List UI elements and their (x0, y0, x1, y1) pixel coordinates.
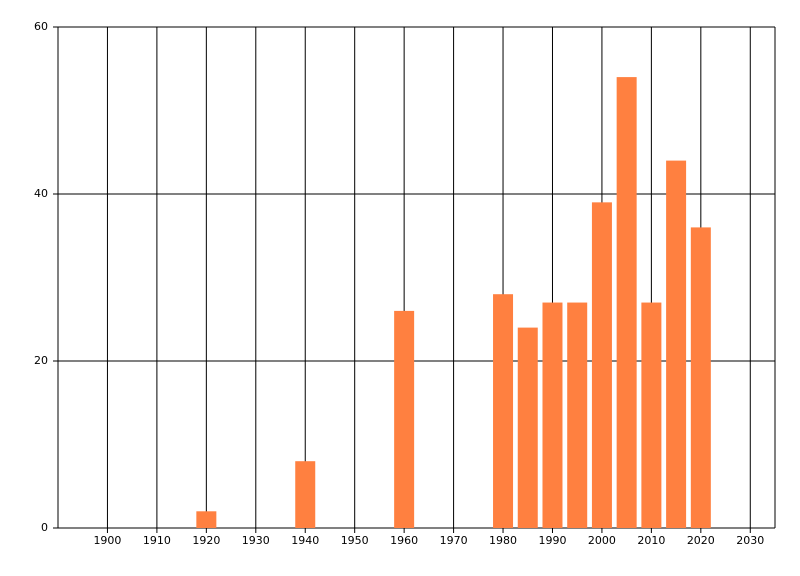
x-tick-label: 1900 (93, 534, 121, 547)
bar (641, 302, 662, 528)
x-tick-label: 1940 (291, 534, 319, 547)
bar (517, 327, 538, 528)
bar (394, 310, 415, 528)
x-tick-label: 2020 (687, 534, 715, 547)
x-tick-label: 1910 (143, 534, 171, 547)
y-tick-label: 20 (34, 354, 48, 367)
x-tick-label: 1930 (242, 534, 270, 547)
x-tick-label: 2000 (588, 534, 616, 547)
bar (690, 227, 711, 528)
x-tick-label: 1990 (538, 534, 566, 547)
bar (616, 77, 637, 528)
y-tick-label: 40 (34, 187, 48, 200)
bar (493, 294, 514, 528)
x-tick-label: 1960 (390, 534, 418, 547)
x-tick-label: 1980 (489, 534, 517, 547)
bar (666, 160, 687, 528)
bar (591, 202, 612, 528)
y-tick-label: 60 (34, 20, 48, 33)
bar (196, 511, 217, 528)
x-tick-label: 1970 (440, 534, 468, 547)
bar (567, 302, 588, 528)
bar (295, 461, 316, 528)
y-tick-label: 0 (41, 521, 48, 534)
x-tick-label: 1950 (341, 534, 369, 547)
x-tick-label: 2010 (637, 534, 665, 547)
bar (542, 302, 563, 528)
x-tick-label: 1920 (192, 534, 220, 547)
x-tick-label: 2030 (736, 534, 764, 547)
